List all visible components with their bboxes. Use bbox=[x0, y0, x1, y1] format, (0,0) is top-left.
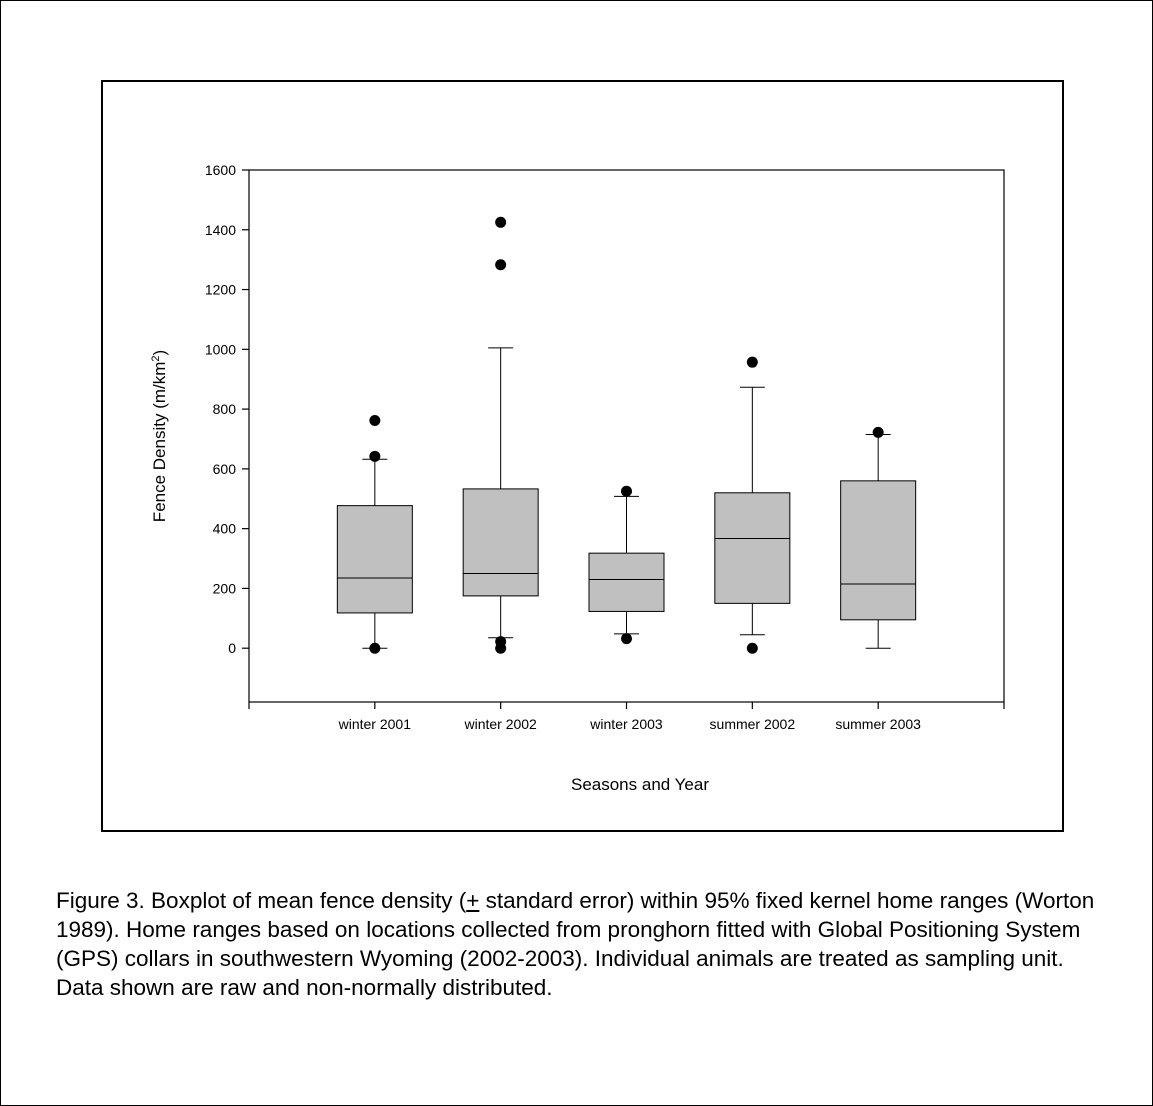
box-winter-2002 bbox=[462, 216, 539, 654]
outlier-point bbox=[369, 642, 381, 654]
outlier-point bbox=[495, 642, 507, 654]
y-axis-label: Fence Density (m/km2) bbox=[150, 350, 169, 522]
box-winter-2003 bbox=[588, 485, 665, 645]
x-tick-label: summer 2003 bbox=[835, 716, 921, 732]
y-axis-label-main: Fence Density (m/km bbox=[150, 362, 169, 523]
outlier-point bbox=[495, 216, 507, 228]
plus-minus-symbol: + bbox=[466, 888, 480, 913]
box-summer-2002 bbox=[714, 356, 791, 654]
y-axis-label-superscript: 2 bbox=[150, 355, 162, 361]
iqr-box bbox=[462, 488, 539, 597]
x-axis-ticks: winter 2001 winter 2002 winter 2003 summer … bbox=[248, 702, 1005, 732]
caption-text-2: standard error) within 95% fixed kernel … bbox=[56, 888, 1095, 1000]
outlier-point bbox=[872, 426, 884, 438]
chart-frame: 0 200 400 600 800 1000 1200 1400 1600 winter 200… bbox=[101, 80, 1064, 832]
y-tick-label: 1400 bbox=[205, 222, 236, 238]
y-axis-label-close: ) bbox=[150, 350, 169, 356]
x-tick-label: winter 2001 bbox=[338, 716, 412, 732]
y-tick-label: 800 bbox=[213, 401, 237, 417]
outlier-point bbox=[369, 414, 381, 426]
box-summer-2003 bbox=[840, 426, 917, 649]
y-tick-label: 600 bbox=[213, 461, 237, 477]
outlier-point bbox=[369, 450, 381, 462]
box-winter-2001 bbox=[336, 414, 413, 654]
y-tick-label: 400 bbox=[213, 521, 237, 537]
outlier-point bbox=[746, 642, 758, 654]
iqr-box bbox=[336, 505, 413, 614]
figure-caption: Figure 3. Boxplot of mean fence density … bbox=[56, 886, 1116, 1002]
y-axis-ticks: 0 200 400 600 800 1000 1200 1400 1600 bbox=[205, 162, 249, 656]
x-tick-label: winter 2003 bbox=[589, 716, 663, 732]
iqr-box bbox=[588, 552, 665, 612]
outlier-point bbox=[495, 259, 507, 271]
x-tick-label: summer 2002 bbox=[710, 716, 796, 732]
y-tick-label: 1000 bbox=[205, 341, 236, 357]
x-axis-label: Seasons and Year bbox=[571, 775, 709, 794]
caption-text-1: Figure 3. Boxplot of mean fence density … bbox=[56, 888, 467, 913]
outlier-point bbox=[746, 356, 758, 368]
y-tick-label: 1600 bbox=[205, 162, 236, 178]
y-tick-label: 1200 bbox=[205, 282, 236, 298]
x-tick-label: winter 2002 bbox=[463, 716, 537, 732]
boxes bbox=[336, 216, 917, 654]
iqr-box bbox=[714, 492, 791, 604]
outlier-point bbox=[621, 485, 632, 497]
y-tick-label: 200 bbox=[213, 580, 237, 596]
y-tick-label: 0 bbox=[228, 640, 236, 656]
outlier-point bbox=[621, 633, 632, 645]
iqr-box bbox=[840, 480, 917, 621]
boxplot-chart: 0 200 400 600 800 1000 1200 1400 1600 winter 200… bbox=[150, 162, 1005, 794]
